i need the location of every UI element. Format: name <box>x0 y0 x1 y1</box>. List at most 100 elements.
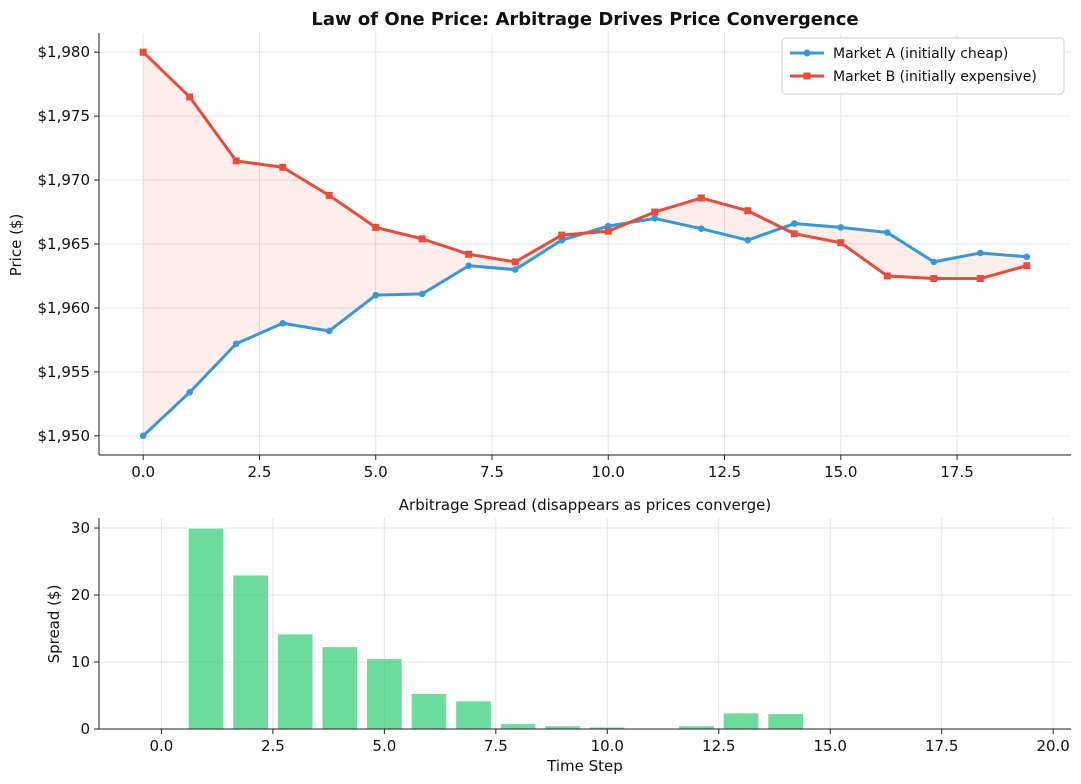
point-market-a-1 <box>186 389 193 396</box>
price-x-tick-label-0: 0.0 <box>131 463 155 481</box>
spread-y-tick-label-30: 30 <box>71 519 90 537</box>
point-market-b-18 <box>976 275 984 283</box>
point-market-b-16 <box>883 272 891 280</box>
point-market-a-12 <box>697 225 705 232</box>
spread-x-tick-label-10: 10.0 <box>591 737 624 755</box>
price-y-tick-label-1955: $1,955 <box>38 363 91 381</box>
point-market-b-13 <box>744 207 752 215</box>
point-market-a-14 <box>790 220 798 227</box>
price-chart: Law of One Price: Arbitrage Drives Price… <box>7 9 1071 481</box>
spread-x-tick-label-2-5: 2.5 <box>261 737 285 755</box>
spread-bar-6 <box>410 692 448 730</box>
spread-bar-4 <box>321 646 359 730</box>
point-market-b-11 <box>651 208 659 216</box>
point-market-a-11 <box>651 215 659 222</box>
spread-bar-3 <box>276 633 314 730</box>
price-chart-grid <box>99 33 1071 455</box>
point-market-a-3 <box>279 319 287 327</box>
point-market-a-15 <box>837 224 845 231</box>
spread-y-axis-label: Spread ($) <box>45 585 63 664</box>
price-chart-legend: Market A (initially cheap) Market B (ini… <box>781 37 1065 95</box>
point-market-b-5 <box>372 223 380 231</box>
legend-label-market-b: Market B (initially expensive) <box>833 69 1037 85</box>
spread-bar-8 <box>499 723 537 730</box>
legend-frame <box>781 37 1065 95</box>
price-y-tick-label-1975: $1,975 <box>38 107 91 125</box>
price-x-tick-label-10: 10.0 <box>592 463 625 481</box>
price-chart-title: Law of One Price: Arbitrage Drives Price… <box>311 9 858 30</box>
price-x-tick-label-5: 5.0 <box>364 463 388 481</box>
spread-bar-12 <box>678 725 715 730</box>
price-y-tick-label-1970: $1,970 <box>38 171 91 189</box>
point-market-b-19 <box>1023 262 1031 270</box>
price-y-axis-label: Price ($) <box>7 214 25 277</box>
spread-bar-7 <box>455 700 492 730</box>
point-market-a-19 <box>1023 253 1031 261</box>
price-y-tick-label-1960: $1,960 <box>38 299 91 317</box>
price-chart-ticks: 0.0 2.5 5.0 7.5 10.0 12.5 15.0 17.5 $1,950 $1,955… <box>38 43 974 481</box>
spread-y-tick-label-0: 0 <box>80 720 90 738</box>
point-market-b-9 <box>558 231 566 239</box>
spread-y-tick-label-20: 20 <box>71 586 90 604</box>
spread-bar-13 <box>722 712 760 730</box>
point-market-b-0 <box>139 48 147 56</box>
price-x-tick-label-7-5: 7.5 <box>480 463 504 481</box>
point-market-a-0 <box>139 432 147 440</box>
price-series-group <box>139 48 1031 440</box>
spread-bar-14 <box>767 713 804 730</box>
point-market-a-8 <box>511 266 519 273</box>
spread-bar-1 <box>187 527 225 730</box>
point-market-b-1 <box>186 93 194 101</box>
spread-x-tick-label-15: 15.0 <box>814 737 847 755</box>
spread-bar-2 <box>232 574 269 730</box>
price-x-tick-label-12-5: 12.5 <box>708 463 741 481</box>
spread-chart-axes <box>98 518 1071 730</box>
legend-marker-market-a <box>803 49 811 57</box>
spread-chart-ticks: 0.0 2.5 5.0 7.5 10.0 12.5 15.0 17.5 20.0 0 10 20 30 <box>71 519 1070 755</box>
point-market-b-6 <box>418 235 426 243</box>
point-market-b-10 <box>604 227 612 235</box>
point-market-a-5 <box>372 291 380 299</box>
point-market-a-7 <box>465 262 473 270</box>
price-x-tick-label-17-5: 17.5 <box>940 463 973 481</box>
point-market-b-15 <box>837 239 845 247</box>
series-line-market-b <box>142 51 1028 281</box>
point-market-a-18 <box>977 249 984 257</box>
point-market-b-3 <box>279 163 287 171</box>
point-market-a-4 <box>325 327 333 335</box>
point-market-a-6 <box>418 290 426 298</box>
price-x-tick-label-15: 15.0 <box>824 463 857 481</box>
spread-bars-group <box>187 527 804 730</box>
spread-x-tick-label-7-5: 7.5 <box>484 737 508 755</box>
spread-x-tick-label-17-5: 17.5 <box>925 737 958 755</box>
legend-label-market-a: Market A (initially cheap) <box>833 46 1008 62</box>
point-market-a-17 <box>930 258 938 266</box>
point-market-b-7 <box>465 250 473 258</box>
spread-x-tick-label-0: 0.0 <box>149 737 173 755</box>
point-market-a-13 <box>744 236 752 244</box>
price-y-tick-label-1980: $1,980 <box>38 43 91 61</box>
spread-x-tick-label-5: 5.0 <box>372 737 396 755</box>
point-market-b-4 <box>325 191 333 199</box>
legend-entry-market-a: Market A (initially cheap) <box>790 46 1008 62</box>
point-market-b-14 <box>790 230 798 238</box>
price-y-tick-label-1965: $1,965 <box>38 235 91 253</box>
point-market-a-2 <box>232 340 240 348</box>
price-y-tick-label-1950: $1,950 <box>38 427 91 445</box>
spread-x-tick-label-12-5: 12.5 <box>702 737 735 755</box>
spread-bar-9 <box>544 725 582 730</box>
point-market-b-17 <box>930 275 938 283</box>
point-market-b-12 <box>697 194 705 202</box>
price-x-tick-label-2-5: 2.5 <box>248 463 272 481</box>
legend-marker-market-b <box>803 72 811 80</box>
price-gap-fill <box>143 52 1027 436</box>
spread-x-axis-label: Time Step <box>546 757 623 775</box>
spread-bar-5 <box>366 658 403 730</box>
spread-y-tick-label-10: 10 <box>71 653 90 671</box>
point-market-b-8 <box>511 258 519 266</box>
point-market-b-2 <box>232 157 240 165</box>
spread-chart: Arbitrage Spread (disappears as prices c… <box>45 496 1071 775</box>
spread-x-tick-label-20: 20.0 <box>1036 737 1069 755</box>
legend-entry-market-b: Market B (initially expensive) <box>790 69 1037 85</box>
